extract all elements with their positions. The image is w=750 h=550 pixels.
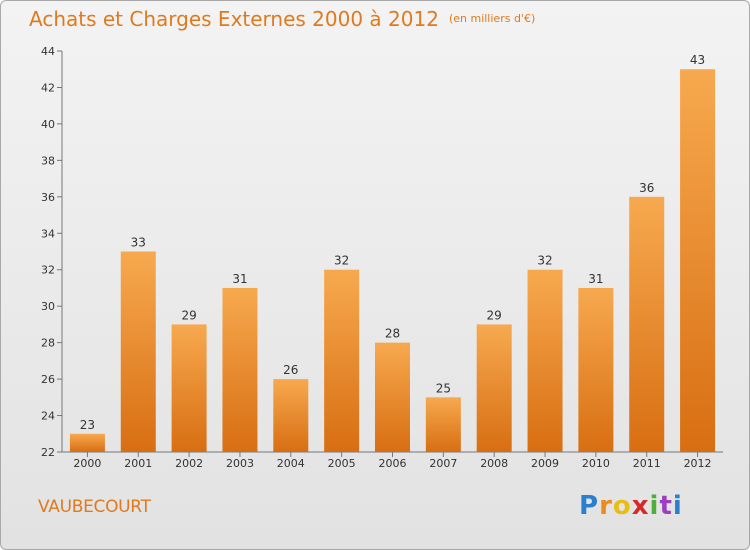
- bars: 23 33 29 31 26 32 28 25 29 32 31 36 43: [69, 53, 716, 453]
- bar: [171, 324, 207, 452]
- x-tick-label: 2007: [429, 457, 457, 470]
- bar: [680, 69, 716, 453]
- x-tick-label: 2003: [226, 457, 254, 470]
- logo-letter: P: [579, 491, 600, 521]
- x-tick-label: 2011: [633, 457, 661, 470]
- bar-value-label: 25: [436, 381, 451, 395]
- bar-value-label: 33: [131, 236, 146, 250]
- bar: [578, 287, 614, 452]
- x-tick-label: 2000: [73, 457, 101, 470]
- bar: [273, 379, 309, 452]
- bar: [120, 251, 156, 452]
- bar: [527, 269, 563, 452]
- x-tick-label: 2009: [531, 457, 559, 470]
- bar: [375, 342, 410, 452]
- x-tick-label: 2010: [582, 457, 610, 470]
- logo-letter: t: [659, 491, 673, 521]
- bar-value-label: 26: [283, 363, 298, 377]
- bar: [324, 269, 360, 452]
- y-tick-label: 28: [41, 337, 55, 350]
- logo-letter: o: [612, 491, 632, 521]
- y-tick-label: 36: [41, 191, 55, 204]
- x-tick-label: 2001: [124, 457, 152, 470]
- bar-value-label: 32: [537, 254, 552, 268]
- bar: [476, 324, 512, 452]
- y-tick-label: 38: [41, 154, 55, 167]
- bar: [425, 397, 461, 452]
- logo-letter: r: [599, 491, 613, 521]
- y-tick-label: 22: [41, 446, 55, 459]
- x-tick-label: 2004: [277, 457, 305, 470]
- x-tick-label: 2006: [379, 457, 407, 470]
- chart-title-unit: (en milliers d'€): [448, 12, 536, 25]
- chart-title-text: Achats et Charges Externes 2000 à 2012: [29, 7, 439, 31]
- bar-value-label: 29: [487, 308, 502, 322]
- bar-value-label: 23: [80, 418, 95, 432]
- logo-letter: i: [649, 491, 660, 521]
- y-tick-label: 44: [41, 45, 55, 58]
- bar-value-label: 31: [588, 272, 603, 286]
- chart-title: Achats et Charges Externes 2000 à 2012 (e…: [29, 7, 535, 31]
- y-tick-label: 32: [41, 264, 55, 277]
- commune-name: VAUBECOURT: [38, 497, 151, 517]
- bar: [69, 433, 105, 452]
- logo-letter: x: [631, 491, 650, 521]
- bar-value-label: 43: [690, 53, 705, 67]
- x-tick-label: 2008: [480, 457, 508, 470]
- x-tick-label: 2002: [175, 457, 203, 470]
- logo-letter: i: [672, 491, 683, 521]
- bar-value-label: 29: [181, 308, 196, 322]
- y-tick-label: 26: [41, 373, 55, 386]
- y-tick-label: 30: [41, 300, 55, 313]
- axes: 22 24 26 28 30 32 34 36 38 40 42 44 2000 2001 2002 2003…: [41, 45, 723, 470]
- y-tick-label: 34: [41, 227, 55, 240]
- proxiti-logo[interactable]: Proxiti: [579, 491, 683, 521]
- bar-value-label: 36: [639, 181, 654, 195]
- y-tick-label: 24: [41, 410, 55, 423]
- x-tick-label: 2012: [684, 457, 712, 470]
- x-tick-label: 2005: [328, 457, 356, 470]
- bar-value-label: 31: [232, 272, 247, 286]
- bar-value-label: 28: [385, 327, 400, 341]
- bar: [222, 287, 258, 452]
- y-tick-label: 42: [41, 81, 55, 94]
- bar: [629, 196, 665, 452]
- y-tick-label: 40: [41, 118, 55, 131]
- bar-value-label: 32: [334, 254, 349, 268]
